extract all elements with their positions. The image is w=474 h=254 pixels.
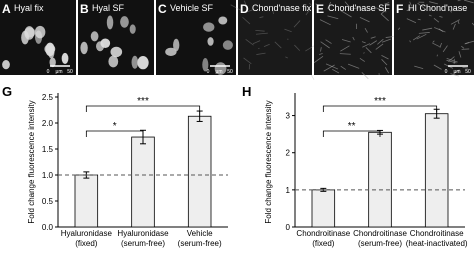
y-tick-label: 2.0 — [42, 119, 54, 128]
cell-nucleus — [120, 16, 129, 28]
y-tick-label: 2.5 — [42, 93, 54, 102]
x-tick-label: Vehicle(serum-free) — [178, 229, 222, 248]
panel-label: Chond'nase SF — [328, 3, 390, 13]
y-tick-label: 1 — [286, 186, 291, 195]
cell-nucleus — [223, 40, 233, 50]
scale-bar-label: μm — [453, 69, 460, 75]
panel-letter: D — [240, 2, 249, 16]
significance-label: ** — [348, 121, 356, 132]
panel-label: Chond'nase fix — [252, 3, 312, 13]
scale-bar-label: μm — [215, 69, 222, 75]
cell-nucleus — [218, 17, 227, 25]
cell-nucleus — [96, 41, 104, 51]
bar — [312, 190, 335, 227]
cell-nucleus — [108, 56, 118, 68]
y-tick-label: 1.5 — [42, 145, 54, 154]
cell-nucleus — [137, 56, 148, 69]
significance-label: *** — [137, 96, 149, 107]
cell-nucleus — [24, 26, 34, 40]
y-tick-label: 0.0 — [42, 223, 54, 232]
cell-nucleus — [45, 43, 54, 56]
y-axis-label: Fold change fluorescence intensity — [264, 100, 273, 223]
x-tick-label: Hyaluronidase(serum-free) — [117, 229, 169, 248]
panel-label: Hyal SF — [92, 3, 125, 13]
y-tick-label: 0.5 — [42, 197, 54, 206]
x-tick-label: Chondroitinase(serum-free) — [353, 229, 407, 248]
bar — [75, 175, 98, 227]
bar — [132, 137, 155, 227]
y-tick-label: 1.0 — [42, 171, 54, 180]
scale-bar-label: 0 — [207, 69, 210, 75]
panel-label: Vehicle SF — [170, 3, 214, 13]
x-tick-label: Chondroitinase(heat-inactivated) — [406, 229, 468, 248]
y-axis-label: Fold change fluorescence intensity — [27, 100, 36, 223]
y-tick-label: 0 — [286, 223, 291, 232]
fiber — [311, 75, 314, 80]
panel-label: HI Chond'nase — [408, 3, 467, 13]
panel-letter: B — [80, 2, 89, 16]
cell-nucleus — [62, 53, 69, 64]
panel-label: Hyal fix — [14, 3, 44, 13]
y-tick-label: 2 — [286, 149, 291, 158]
panel-letter: A — [2, 2, 11, 16]
cell-nucleus — [203, 22, 214, 31]
scale-bar-label: 0 — [47, 69, 50, 75]
x-tick-label: Chondroitinase(fixed) — [296, 229, 350, 248]
cell-nucleus — [165, 48, 176, 56]
bar — [425, 114, 448, 227]
cell-nucleus — [91, 31, 99, 41]
cell-nucleus — [110, 47, 122, 57]
bar — [188, 116, 211, 227]
cell-nucleus — [107, 15, 113, 29]
significance-label: *** — [374, 96, 386, 107]
cell-nucleus — [132, 56, 139, 69]
bar — [369, 132, 392, 227]
panel-letter: F — [396, 2, 403, 16]
panel-letter: G — [2, 84, 12, 99]
scale-bar-label: 0 — [445, 69, 448, 75]
x-tick-label: Hyaluronidase(fixed) — [61, 229, 113, 248]
cell-nucleus — [80, 42, 87, 54]
cell-nucleus — [35, 30, 42, 43]
y-tick-label: 3 — [286, 112, 291, 121]
cell-nucleus — [2, 60, 10, 69]
cell-nucleus — [207, 37, 213, 46]
scale-bar-label: μm — [55, 69, 62, 75]
panel-letter: H — [242, 84, 251, 99]
scale-bar-label: 50 — [227, 69, 233, 75]
panel-letter: E — [316, 2, 324, 16]
significance-label: * — [113, 121, 117, 132]
cell-nucleus — [130, 24, 136, 33]
scale-bar-label: 50 — [465, 69, 471, 75]
panel-letter: C — [158, 2, 167, 16]
scale-bar-label: 50 — [67, 69, 73, 75]
